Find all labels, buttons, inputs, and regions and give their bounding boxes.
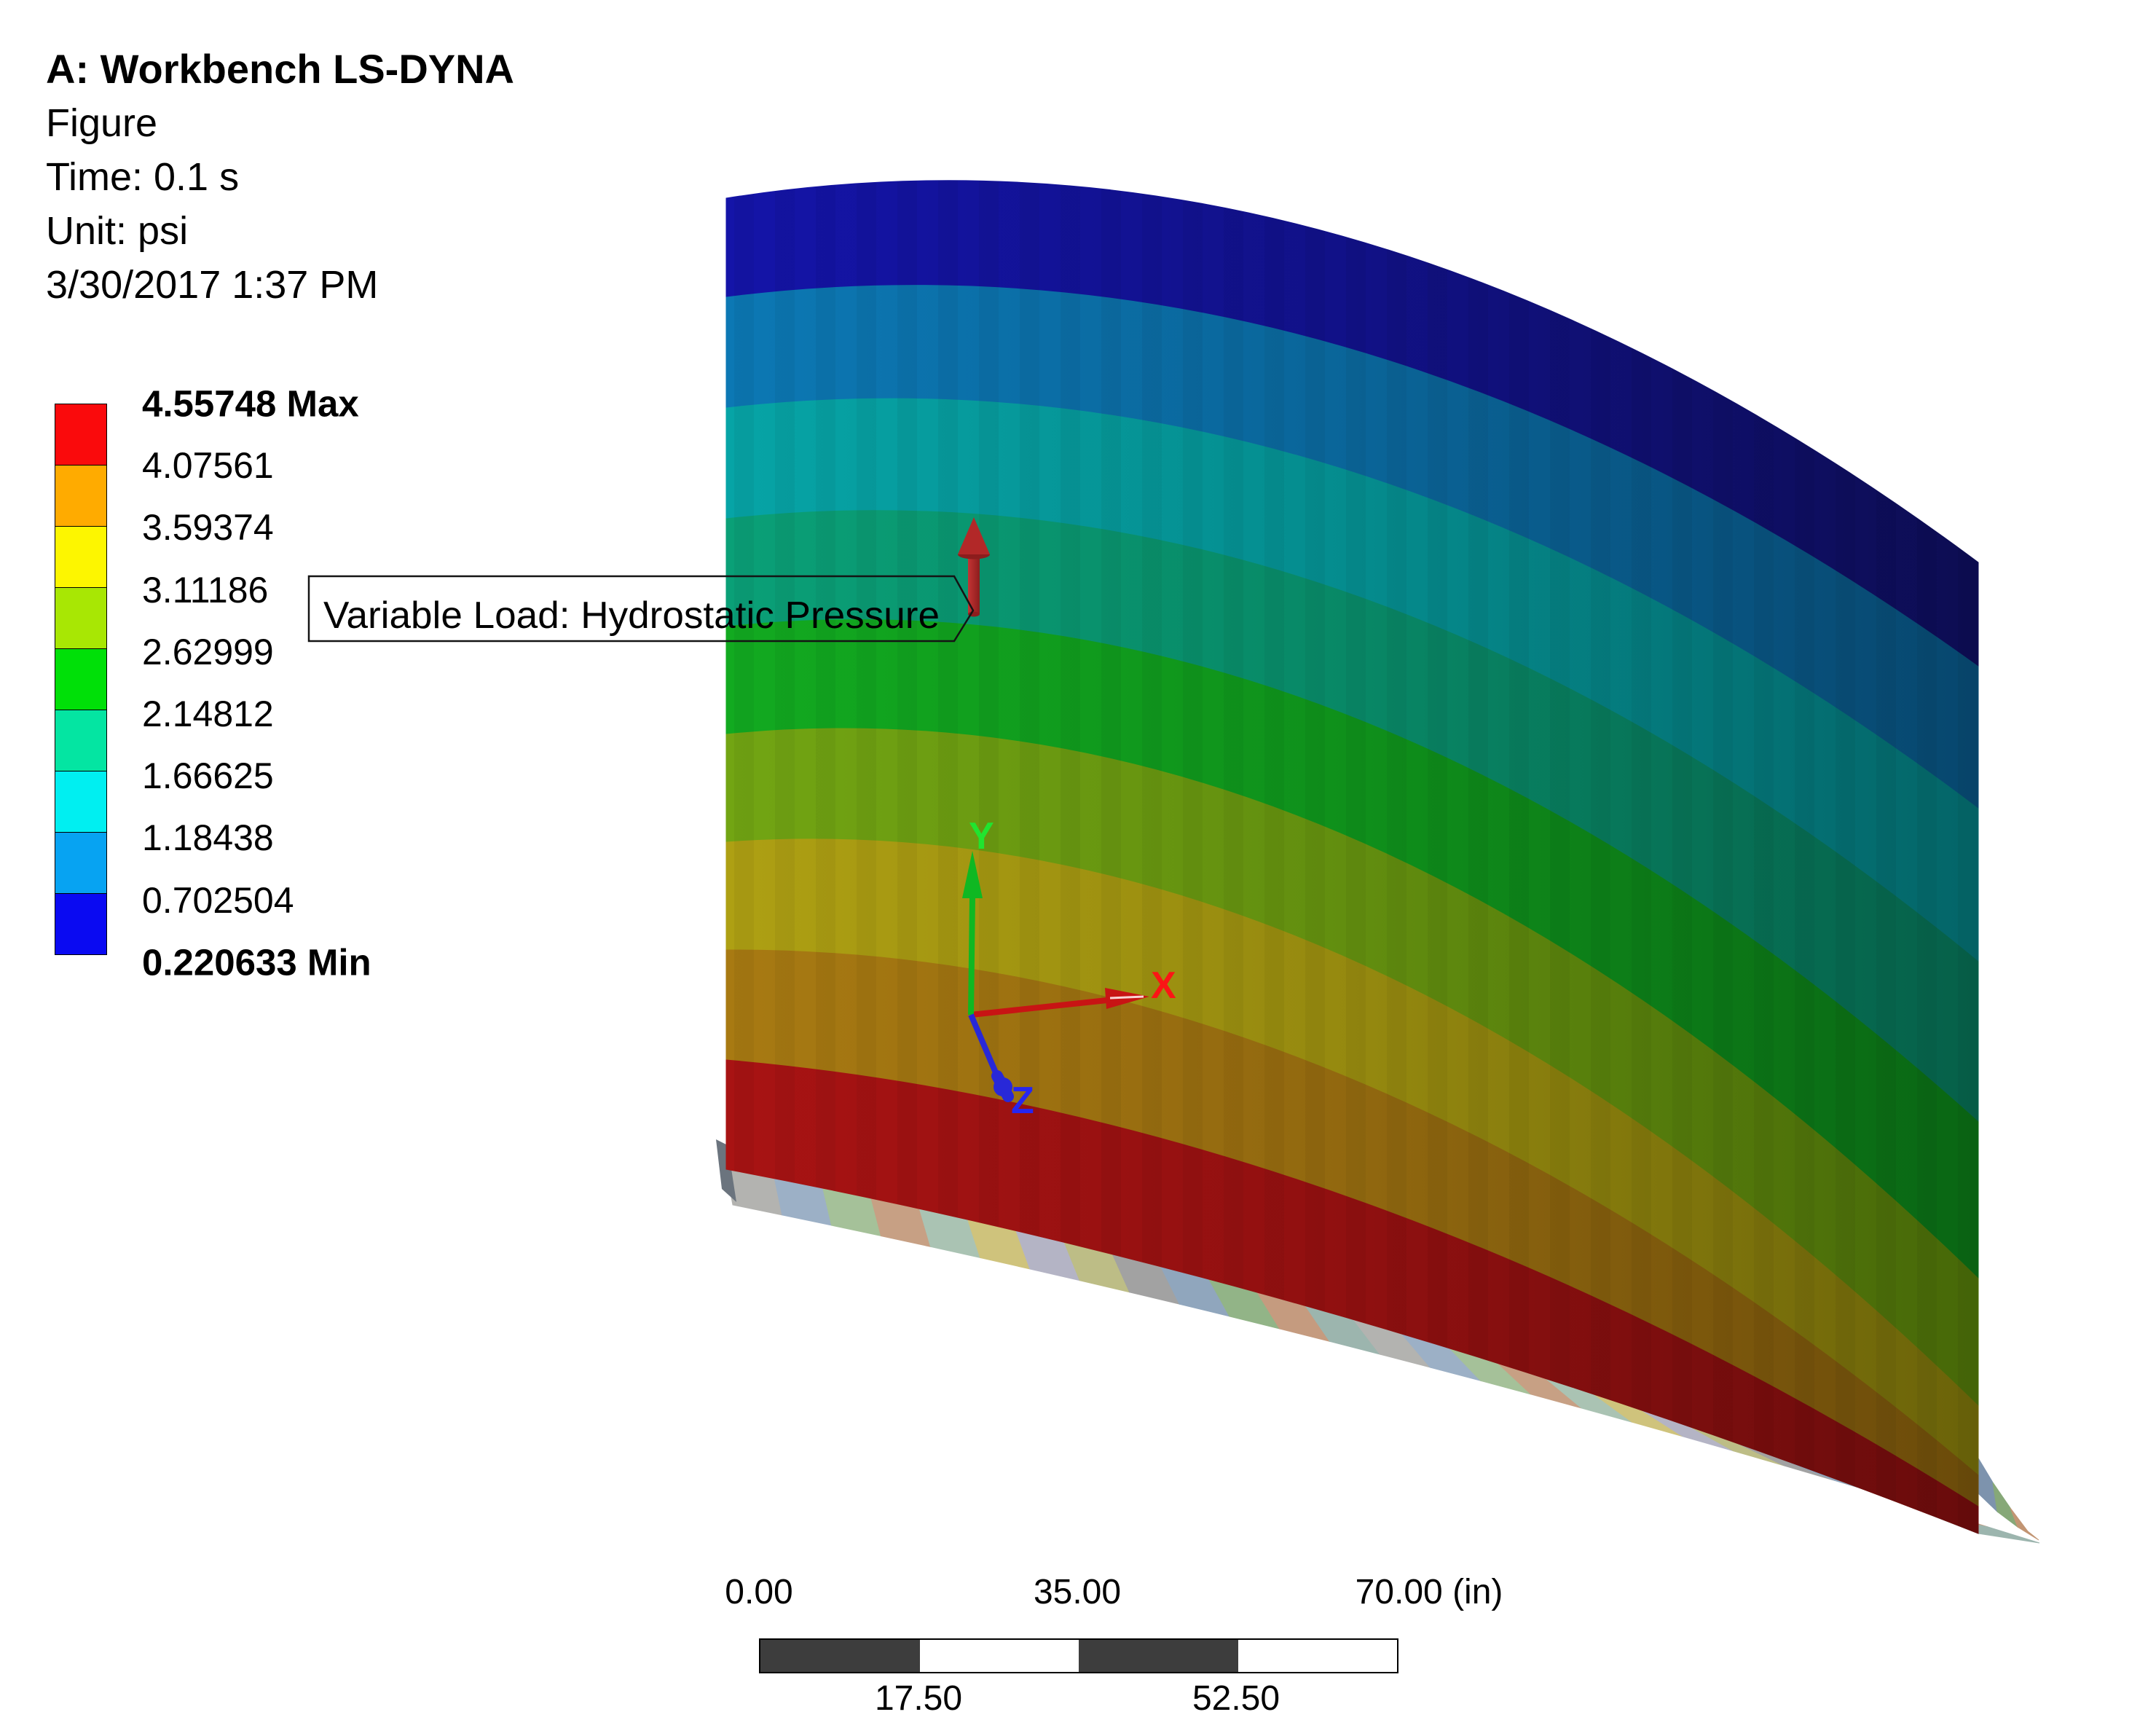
result-unit: Unit: psi — [46, 209, 189, 253]
flange-end-face — [716, 1139, 736, 1202]
x-axis-label: X — [1151, 965, 1176, 1007]
legend-value: 2.62999 — [142, 631, 274, 672]
legend-color-cell — [55, 710, 107, 771]
result-time: Time: 0.1 s — [46, 155, 240, 199]
y-axis-label: Y — [969, 815, 994, 857]
callout-label: Variable Load: Hydrostatic Pressure — [323, 594, 940, 637]
legend-color-cell — [55, 465, 107, 527]
legend-value: 3.59374 — [142, 507, 274, 549]
legend-swatch-column — [55, 404, 107, 955]
legend-value: 1.66625 — [142, 755, 274, 797]
x-axis — [970, 997, 1108, 1018]
z-axis — [968, 1013, 1000, 1077]
legend-value: 3.11186 — [142, 569, 269, 610]
load-arrow — [958, 517, 990, 617]
viewport-annotation: A: Workbench LS-DYNA Figure Time: 0.1 s … — [46, 42, 514, 312]
shell-edge-sliver — [716, 1139, 736, 1202]
flange-element-far — [1992, 1482, 2019, 1528]
legend-color-cell — [55, 587, 107, 649]
legend-value: 4.07561 — [142, 445, 274, 487]
legend-value: 2.14812 — [142, 694, 274, 734]
z-axis-label: Z — [1011, 1080, 1034, 1122]
y-axis — [968, 897, 975, 1016]
result-timestamp: 3/30/2017 1:37 PM — [46, 263, 379, 307]
triad: X Y Z — [962, 815, 1176, 1122]
result-name: Figure — [46, 101, 158, 145]
legend-color-cell — [55, 404, 107, 466]
legend-value: 4.55748 Max — [142, 382, 359, 425]
legend-value: 0.702504 — [142, 879, 294, 921]
legend-color-cell — [55, 832, 107, 894]
callout: Variable Load: Hydrostatic Pressure — [307, 575, 975, 643]
mesh-shading — [726, 180, 1978, 1534]
callout-box — [307, 575, 975, 643]
shell-bottom-flange — [725, 1169, 2040, 1544]
shell-bottom-flange-far — [1975, 1453, 2039, 1541]
flange-element-far — [2010, 1507, 2039, 1541]
legend-value: 0.220633 Min — [142, 941, 371, 983]
x-axis-arrowhead-icon — [1105, 988, 1149, 1009]
legend-color-cell — [55, 648, 107, 710]
system-title: A: Workbench LS-DYNA — [46, 46, 514, 92]
legend-value: 1.18438 — [142, 817, 274, 859]
y-axis-arrowhead-icon — [962, 851, 983, 898]
legend-color-cell — [55, 526, 107, 588]
legend-color-cell — [55, 771, 107, 833]
legend-color-cell — [55, 893, 107, 955]
